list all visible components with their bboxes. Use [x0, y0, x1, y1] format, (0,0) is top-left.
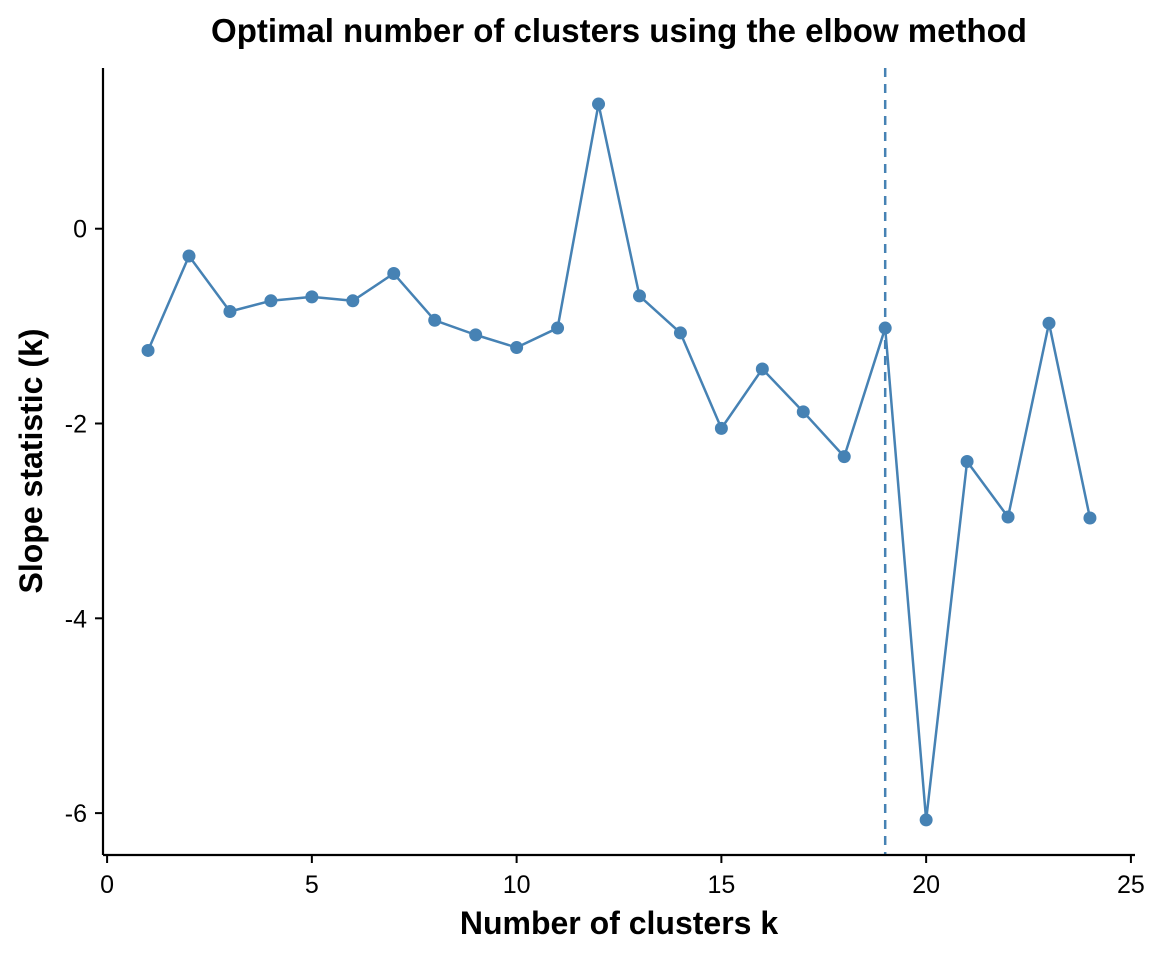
- x-tick-label: 15: [707, 871, 735, 899]
- data-point: [592, 97, 606, 111]
- data-point: [428, 313, 442, 327]
- data-point: [264, 294, 278, 308]
- data-point: [1042, 316, 1056, 330]
- data-point: [632, 289, 646, 303]
- series-line: [146, 102, 1092, 822]
- x-ticks: 0 5 10 15 20 25: [100, 855, 1145, 899]
- data-point: [673, 326, 687, 340]
- data-point: [796, 405, 810, 419]
- data-point: [1083, 511, 1097, 525]
- data-point: [755, 362, 769, 376]
- data-point: [510, 341, 524, 355]
- x-tick-label: 10: [503, 871, 531, 899]
- data-point: [1001, 510, 1015, 524]
- y-tick-label: -2: [65, 411, 87, 439]
- data-point: [919, 813, 933, 827]
- data-point: [714, 421, 728, 435]
- x-axis-title: Number of clusters k: [460, 905, 779, 941]
- data-point: [182, 249, 196, 263]
- y-tick-label: -6: [65, 800, 87, 828]
- data-point: [878, 321, 892, 335]
- y-ticks: -6 -4 -2 0: [65, 216, 103, 828]
- data-point: [837, 450, 851, 464]
- x-tick-label: 25: [1117, 871, 1145, 899]
- plot-area: [141, 68, 1097, 855]
- y-tick-label: -4: [65, 605, 87, 633]
- data-point: [223, 305, 237, 319]
- data-point: [305, 290, 319, 304]
- data-point: [551, 321, 565, 335]
- data-point: [141, 343, 155, 357]
- data-point: [960, 455, 974, 468]
- data-point: [346, 294, 360, 308]
- chart-title: Optimal number of clusters using the elb…: [211, 12, 1027, 49]
- x-tick-label: 5: [305, 871, 319, 899]
- x-tick-label: 0: [100, 871, 114, 899]
- data-point: [387, 267, 401, 281]
- y-tick-label: 0: [73, 216, 87, 244]
- x-tick-label: 20: [912, 871, 940, 899]
- data-point: [469, 328, 483, 342]
- y-axis-title: Slope statistic (k): [13, 329, 49, 594]
